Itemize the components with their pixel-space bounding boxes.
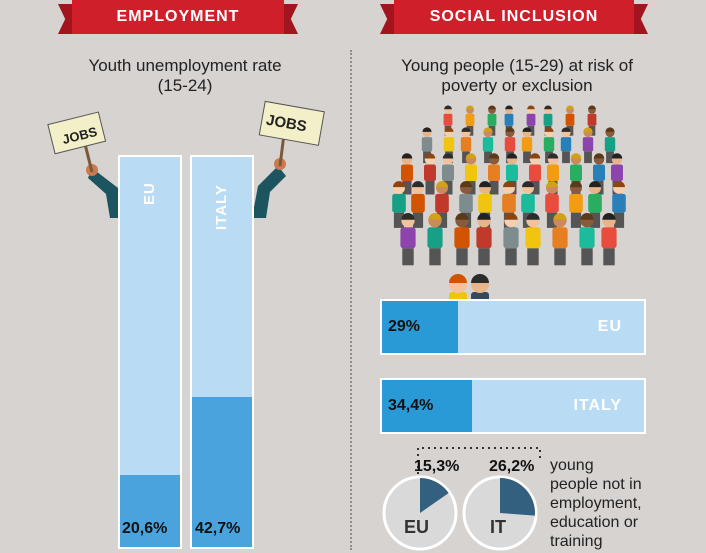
- hbar-eu: 29% EU: [380, 299, 646, 355]
- hbar-eu-fill: [382, 301, 458, 353]
- pie-eu: [382, 475, 458, 551]
- pie-eu-value: 15,3%: [414, 458, 460, 475]
- crowd-person: [552, 213, 568, 266]
- bar-italy-label: ITALY: [213, 184, 230, 230]
- social-banner: SOCIAL INCLUSION: [380, 0, 648, 34]
- bar-eu-fill: [120, 474, 180, 547]
- neet-caption: young people not in employment, educatio…: [550, 457, 642, 550]
- crowd-illustration: [392, 105, 626, 340]
- pie-eu-slice: [420, 478, 449, 513]
- bar-eu-label: EU: [141, 182, 158, 205]
- crowd-person: [521, 127, 533, 164]
- crowd-person: [459, 181, 473, 228]
- crowd-person: [392, 181, 406, 228]
- bar-italy-fill: [192, 397, 252, 547]
- hbar-italy-value: 34,4%: [388, 397, 434, 414]
- bar-italy: [190, 155, 254, 549]
- crowd-person: [588, 181, 602, 228]
- social-subtitle: Young people (15-29) at risk of poverty …: [401, 56, 633, 95]
- employment-banner-label: EMPLOYMENT: [116, 8, 240, 25]
- crowd-person: [560, 127, 572, 164]
- hbar-italy-fill: [382, 380, 473, 432]
- crowd-person: [424, 153, 436, 195]
- hbar-eu-label: EU: [597, 318, 622, 335]
- crowd-person: [465, 153, 477, 195]
- social-banner-label: SOCIAL INCLUSION: [429, 8, 599, 25]
- bar-eu: [118, 155, 182, 549]
- bar-eu-value: 20,6%: [122, 520, 168, 537]
- jobs-sign-left-icon: [47, 111, 124, 218]
- crowd-person: [579, 213, 595, 266]
- crowd-person: [547, 153, 559, 195]
- crowd-person: [601, 213, 617, 266]
- crowd-person: [525, 213, 541, 266]
- section-divider: [350, 50, 352, 550]
- crowd-person: [545, 181, 559, 228]
- crowd-person: [503, 213, 519, 266]
- crowd-person: [401, 153, 413, 195]
- pie-it: [462, 475, 538, 551]
- pie-it-label: IT: [490, 517, 506, 537]
- employment-banner: EMPLOYMENT: [58, 0, 298, 34]
- crowd-person: [612, 181, 626, 228]
- hbar-italy: 34,4% ITALY: [380, 378, 646, 434]
- pie-connector: [417, 447, 541, 474]
- pie-eu-label: EU: [404, 517, 430, 537]
- crowd-person: [427, 213, 443, 266]
- jobs-sign-right-icon: [252, 100, 325, 218]
- crowd-person: [482, 127, 494, 164]
- crowd-person: [411, 181, 425, 228]
- bar-italy-value: 42,7%: [195, 520, 241, 537]
- crowd-person: [569, 181, 583, 228]
- crowd-person: [582, 127, 594, 164]
- crowd-person: [435, 181, 449, 228]
- hbar-eu-value: 29%: [388, 318, 421, 335]
- hbar-italy-label: ITALY: [573, 397, 622, 414]
- crowd-person: [442, 153, 454, 195]
- crowd-person: [529, 153, 541, 195]
- crowd-person: [400, 213, 416, 266]
- crowd-person: [604, 127, 616, 164]
- employment-subtitle: Youth unemployment rate (15-24): [88, 56, 282, 95]
- pie-it-value: 26,2%: [489, 458, 535, 475]
- crowd-person: [476, 213, 492, 266]
- crowd-person: [454, 213, 470, 266]
- pie-it-slice: [500, 478, 535, 516]
- crowd-person: [488, 153, 500, 195]
